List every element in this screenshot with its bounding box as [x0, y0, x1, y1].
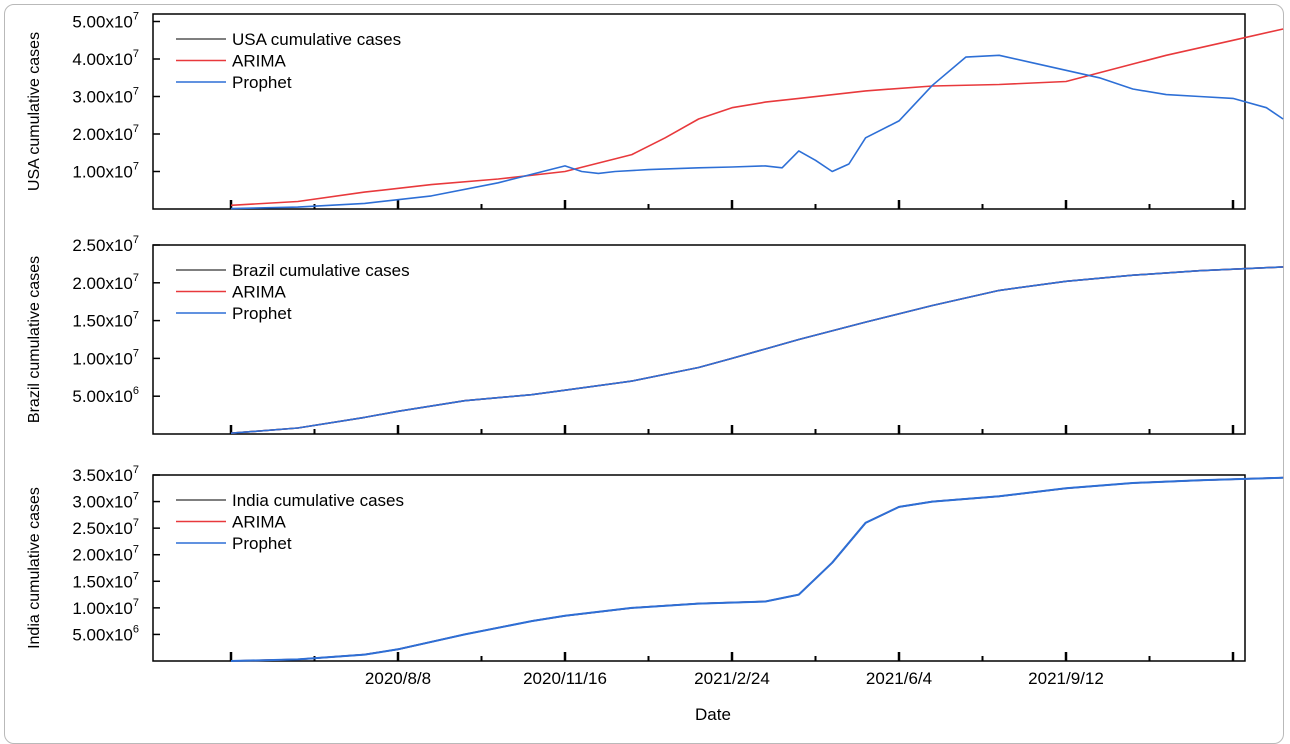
y-tick-label: 1.00x107 [72, 347, 139, 368]
covid-forecast-figure: 1.00x107 2.00x107 3.00x107 4.00x107 5.00x107… [26, 11, 1284, 724]
y-tick-label: 3.00x107 [72, 491, 139, 512]
legend-label: USA cumulative cases [232, 30, 401, 49]
plot-frame [152, 474, 1246, 662]
y-tick-label: 1.00x107 [72, 597, 139, 618]
plot-frame [152, 244, 1246, 435]
x-tick-label: 2020/11/16 [523, 669, 607, 688]
y-axis-label: USA cumulative cases [26, 32, 43, 191]
x-axis-label: Date [695, 705, 731, 724]
y-tick-label: 2.50x107 [72, 517, 139, 538]
y-tick-label: 3.50x107 [72, 464, 139, 485]
x-tick-label: 2020/8/8 [365, 669, 431, 688]
y-tick-label: 5.00x107 [72, 11, 139, 32]
series-prophet [230, 476, 1284, 662]
y-tick-label: 5.00x106 [72, 385, 139, 406]
panel-1: 1.00x107 2.00x107 3.00x107 4.00x107 5.00x107… [26, 11, 1284, 210]
panel-3: 5.00x106 1.00x107 1.50x107 2.00x107 2.50x107… [26, 464, 1284, 662]
series-arima [230, 28, 1284, 207]
plot-frame [152, 13, 1246, 210]
panel-2: 5.00x106 1.00x107 1.50x107 2.00x107 2.50x107… [26, 234, 1284, 435]
y-tick-label: 2.00x107 [72, 544, 139, 565]
y-tick-label: 1.50x107 [72, 570, 139, 591]
legend-label: India cumulative cases [232, 491, 404, 510]
y-axis-label: Brazil cumulative cases [26, 256, 43, 423]
x-tick-label: 2021/6/4 [866, 669, 932, 688]
y-tick-label: 1.00x107 [72, 161, 139, 182]
y-tick-label: 2.50x107 [72, 234, 139, 255]
x-tick-label: 2021/2/24 [694, 669, 770, 688]
series-brazil-cumulative-cases [230, 266, 1284, 434]
series-prophet [230, 54, 1284, 210]
legend-label: Prophet [232, 534, 292, 553]
legend-label: Prophet [232, 73, 292, 92]
y-tick-label: 5.00x106 [72, 623, 139, 644]
legend-label: ARIMA [232, 283, 287, 302]
y-tick-label: 1.50x107 [72, 310, 139, 331]
legend-label: ARIMA [232, 52, 287, 71]
x-tick-label: 2021/9/12 [1028, 669, 1104, 688]
legend-label: Brazil cumulative cases [232, 261, 410, 280]
series-arima [230, 266, 1284, 434]
y-tick-label: 3.00x107 [72, 86, 139, 107]
legend-label: ARIMA [232, 513, 287, 532]
y-tick-label: 4.00x107 [72, 48, 139, 69]
y-axis-label: India cumulative cases [26, 487, 43, 649]
legend-label: Prophet [232, 304, 292, 323]
series-prophet [230, 266, 1284, 434]
y-tick-label: 2.00x107 [72, 272, 139, 293]
y-tick-label: 2.00x107 [72, 123, 139, 144]
